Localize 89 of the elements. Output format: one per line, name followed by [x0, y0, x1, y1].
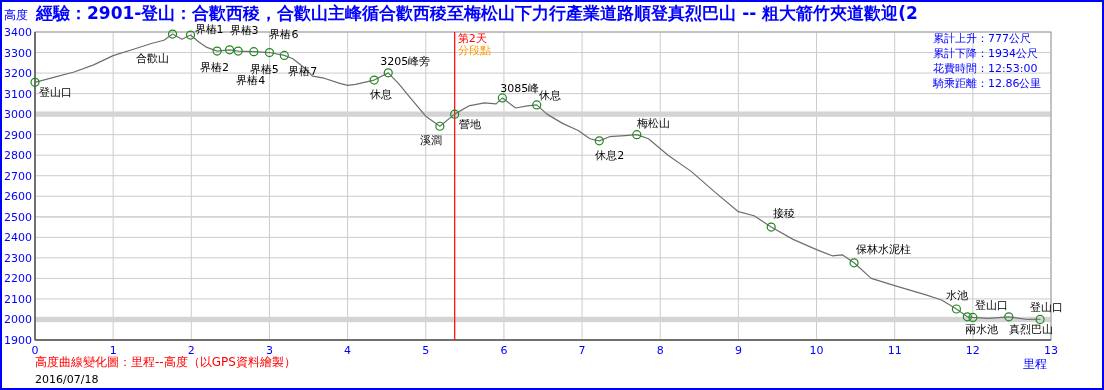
annotation: 接稜: [773, 207, 796, 221]
annotation: 分段點: [457, 44, 491, 57]
y-tick-label: 2600: [4, 190, 32, 204]
y-tick-label: 2900: [4, 128, 32, 142]
annotation: 界樁7: [288, 65, 318, 79]
point: [766, 222, 776, 232]
chart-title: 經驗：2901-登山：合歡西稜，合歡山主峰循合歡西稜至梅松山下力行產業道路順登真烈巴山 -- 粗大箭竹夾道歡迎(2: [35, 3, 918, 23]
annotation: 休息: [370, 88, 393, 102]
point: [435, 121, 445, 131]
annotation: 休息2: [595, 148, 625, 162]
x-tick-label: 9: [734, 344, 742, 357]
x-tick-label: 8: [656, 344, 664, 357]
point: [1004, 312, 1014, 322]
y-axis-title: 高度: [4, 8, 28, 22]
y-tick-label: 2300: [4, 251, 32, 265]
x-tick-label: 10: [809, 344, 824, 357]
annotation: 梅松山: [635, 116, 670, 130]
y-tick-label: 2500: [4, 210, 32, 224]
point: [264, 47, 275, 58]
annotation: 水池: [946, 288, 969, 302]
point: [968, 312, 978, 323]
x-tick-label: 1: [109, 344, 117, 357]
text: 2016/07/18: [35, 373, 99, 386]
annotation: 界樁5: [249, 62, 279, 76]
annotation: 保林水泥柱: [856, 242, 912, 256]
point: [225, 45, 235, 55]
text: 高度曲線變化圖：里程--高度（以GPS資料繪製）: [35, 355, 296, 369]
y-tick-label: 2100: [4, 292, 32, 306]
annotation: 3085峰: [500, 81, 540, 95]
x-tick-label: 2: [187, 344, 195, 357]
y-tick-label: 2000: [4, 313, 32, 327]
y-tick-label: 3200: [4, 67, 32, 81]
annotation: 溪澗: [419, 134, 442, 148]
y-tick-label: 3000: [4, 108, 32, 122]
point: [450, 109, 460, 119]
y-tick-label: 2800: [4, 149, 32, 163]
x-tick-label: 12: [965, 344, 980, 357]
annotation: 界樁1: [194, 23, 224, 37]
annotation: 休息: [538, 88, 561, 102]
y-tick-label: 2700: [4, 169, 32, 183]
y-tick-label: 3300: [4, 46, 32, 60]
annotation: 登山口: [39, 86, 72, 100]
point: [1035, 314, 1045, 325]
annotation: 騎乘距離：12.86公里: [932, 77, 1042, 90]
point: [185, 30, 196, 40]
ref-line-label: 第2天: [457, 32, 487, 45]
annotation: 累計上升：777公尺: [933, 32, 1031, 45]
point: [632, 130, 642, 140]
point: [279, 50, 289, 61]
point: [383, 68, 393, 78]
x-tick-label: 0: [31, 344, 39, 357]
annotation: 累計下降：1934公尺: [933, 47, 1038, 60]
y-tick-label: 2200: [4, 272, 32, 286]
annotation: 真烈巴山: [1008, 322, 1053, 336]
point: [369, 75, 379, 85]
annotation: 界樁6: [269, 27, 299, 41]
annotation: 界樁4: [236, 74, 266, 88]
x-tick-label: 7: [578, 344, 586, 357]
point: [233, 46, 243, 56]
x-tick-label: 4: [344, 344, 352, 357]
point: [30, 77, 40, 87]
point: [167, 29, 178, 39]
point: [532, 100, 542, 110]
x-tick-label: 13: [1044, 344, 1058, 357]
annotation: 營地: [458, 118, 481, 132]
x-tick-label: 11: [887, 344, 902, 357]
point: [962, 312, 972, 322]
point: [212, 46, 222, 56]
annotation: 花費時間：12:53:00: [933, 62, 1038, 75]
x-tick-label: 6: [500, 344, 508, 357]
point: [594, 136, 604, 146]
point: [951, 304, 962, 314]
point: [249, 47, 259, 57]
point: [497, 93, 507, 103]
y-tick-label: 3100: [4, 87, 32, 101]
y-tick-label: 2400: [4, 231, 32, 245]
x-tick-label: 3: [265, 344, 273, 357]
annotation: 兩水池: [965, 322, 999, 336]
y-tick-label: 1900: [4, 334, 32, 347]
annotation: 3205峰旁: [380, 54, 431, 68]
annotation: 界樁2: [200, 61, 230, 75]
annotation: 登山口: [1030, 301, 1064, 315]
annotation: 界樁3: [229, 23, 259, 37]
annotation: 登山口: [974, 299, 1008, 313]
x-tick-label: 5: [422, 344, 430, 357]
annotation: 合歡山: [135, 52, 169, 66]
y-tick-label: 3400: [4, 26, 32, 39]
point: [849, 258, 859, 268]
x-axis-title: 里程: [1023, 357, 1047, 371]
